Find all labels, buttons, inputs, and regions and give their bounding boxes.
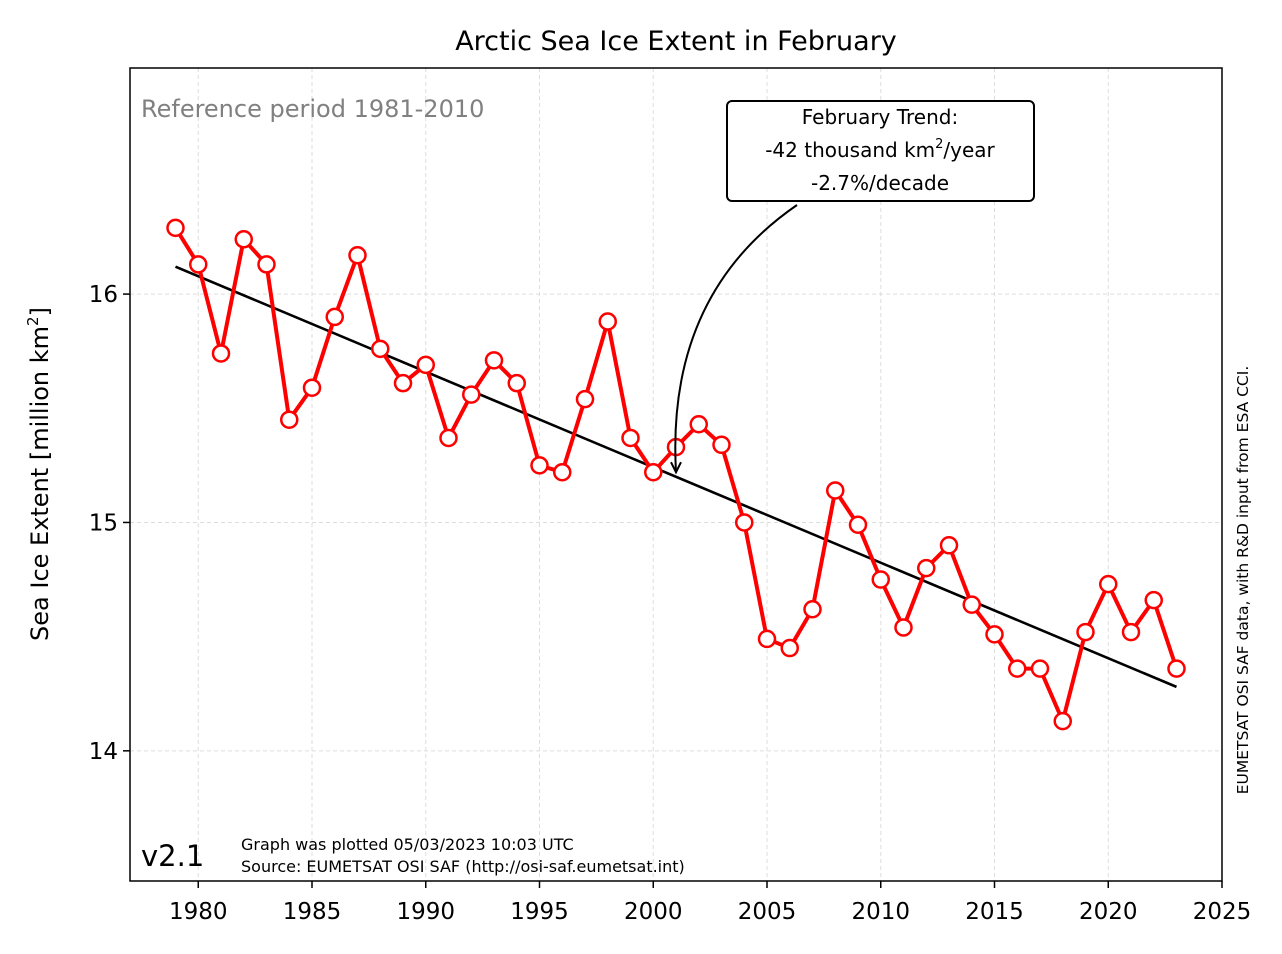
data-point: [939, 536, 959, 555]
data-point: [848, 515, 868, 534]
data-point: [530, 456, 549, 475]
y-axis-label-superscript: 2: [24, 316, 42, 326]
data-point: [644, 462, 663, 482]
data-point: [166, 218, 185, 238]
annotation-line2-superscript: 2: [935, 137, 943, 152]
data-point: [1167, 659, 1186, 678]
x-tick-label: 2015: [965, 899, 1024, 925]
version-label: v2.1: [141, 839, 204, 873]
y-tick-label: 16: [89, 282, 118, 308]
y-axis-ticks: 14 15 16: [89, 282, 130, 765]
x-tick-label: 2020: [1079, 899, 1138, 925]
data-point: [735, 513, 754, 532]
data-point: [280, 410, 299, 429]
plot-frame: [129, 67, 1223, 882]
data-point: [826, 481, 845, 500]
data-point: [553, 462, 572, 482]
series-line-february: [173, 226, 1179, 724]
data-point: [393, 373, 413, 393]
data-point: [689, 415, 708, 434]
data-point: [917, 558, 936, 578]
data-point: [1030, 659, 1050, 678]
data-point: [962, 595, 981, 614]
data-point: [1099, 574, 1118, 594]
data-point: [780, 638, 799, 658]
trend-annotation: February Trend: -42 thousand km2/year -2…: [670, 100, 1035, 475]
x-tick-label: 2025: [1193, 899, 1252, 925]
annotation-line3: -2.7%/decade: [811, 171, 949, 195]
data-point: [348, 246, 367, 265]
footer-source: Source: EUMETSAT OSI SAF (http://osi-saf…: [241, 857, 685, 876]
data-point: [234, 230, 253, 249]
data-point: [575, 389, 595, 409]
data-point: [1121, 622, 1141, 642]
x-tick-label: 1990: [396, 899, 455, 925]
data-point: [1053, 711, 1072, 731]
data-point: [371, 339, 390, 359]
side-credit: EUMETSAT OSI SAF data, with R&D input fr…: [1234, 366, 1252, 795]
data-point: [598, 312, 617, 331]
annotation-arrowhead: [670, 461, 682, 475]
data-point: [803, 599, 822, 619]
annotation-line2-main: -42 thousand km: [765, 138, 935, 162]
y-axis-label-main: Sea Ice Extent [million km: [26, 326, 54, 641]
data-point: [484, 351, 504, 370]
data-point: [894, 618, 913, 637]
y-axis-label-end: ]: [26, 307, 54, 316]
x-tick-label: 2005: [738, 899, 797, 925]
data-point: [189, 255, 208, 274]
data-point: [621, 428, 640, 448]
data-point: [257, 255, 276, 274]
data-point: [325, 307, 344, 327]
data-point: [871, 570, 890, 589]
data-point: [1008, 659, 1027, 678]
data-point: [439, 428, 458, 448]
annotation-line2-end: /year: [943, 138, 995, 162]
data-point: [985, 625, 1004, 644]
annotation-arrow: [674, 204, 798, 473]
y-axis-label: Sea Ice Extent [million km2]: [24, 307, 54, 641]
x-tick-label: 2010: [851, 899, 910, 925]
data-point: [1076, 622, 1095, 642]
annotation-box: [726, 100, 1035, 202]
data-points: [166, 218, 1186, 731]
x-tick-label: 1995: [510, 899, 569, 925]
data-point: [416, 355, 435, 375]
grid-lines: [130, 68, 1222, 881]
x-tick-label: 1985: [283, 899, 342, 925]
annotation-line1: February Trend:: [802, 105, 958, 129]
x-tick-label: 1980: [169, 899, 228, 925]
x-axis-ticks: 1980 1985 1990 1995 2000 2005 2010 2015 2020 2025: [169, 881, 1251, 925]
reference-period-text: Reference period 1981-2010: [141, 95, 484, 123]
y-tick-label: 14: [89, 739, 118, 765]
y-tick-label: 15: [89, 510, 118, 536]
data-point: [757, 629, 777, 649]
annotation-line2: -42 thousand km2/year: [765, 137, 995, 162]
footer-plotted-date: Graph was plotted 05/03/2023 10:03 UTC: [241, 835, 574, 854]
trend-line: [174, 265, 1178, 689]
data-point: [462, 385, 481, 404]
data-point: [1144, 590, 1163, 610]
data-point: [302, 378, 322, 397]
chart-title: Arctic Sea Ice Extent in February: [455, 26, 897, 57]
x-tick-label: 2000: [624, 899, 683, 925]
data-point: [712, 435, 731, 455]
data-point: [211, 344, 231, 363]
data-point: [507, 373, 526, 393]
